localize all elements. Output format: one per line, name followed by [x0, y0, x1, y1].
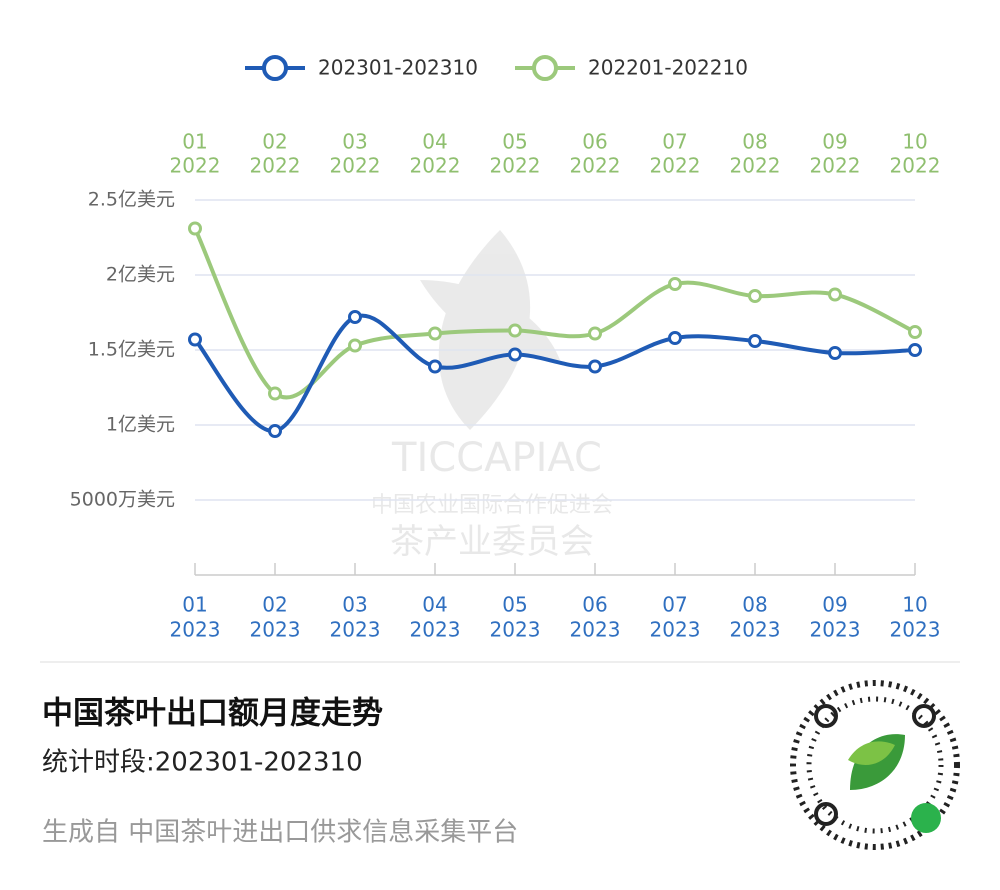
- qr-code[interactable]: [790, 680, 960, 850]
- data-point: [748, 334, 762, 348]
- x2-tick-label: 03: [342, 130, 367, 154]
- x2-tick-label: 2022: [730, 154, 781, 178]
- x-tick-label: 2023: [570, 618, 621, 642]
- chart: 5000万美元1亿美元1.5亿美元2亿美元2.5亿美元0120230220230…: [70, 55, 941, 642]
- x-tick-label: 06: [582, 593, 607, 617]
- data-point: [668, 277, 682, 291]
- x2-tick-label: 2022: [490, 154, 541, 178]
- series-line: [193, 227, 916, 400]
- x2-tick-label: 2022: [250, 154, 301, 178]
- y-tick-label: 2.5亿美元: [88, 189, 175, 211]
- qr-ring: [806, 696, 944, 834]
- data-point: [588, 359, 602, 374]
- data-point: [348, 338, 362, 353]
- data-point: [508, 323, 522, 338]
- y-tick-label: 5000万美元: [70, 489, 175, 511]
- data-point: [428, 359, 442, 374]
- x2-tick-label: 2022: [170, 154, 221, 178]
- series-line: [193, 313, 916, 433]
- x2-tick-label: 2022: [410, 154, 461, 178]
- x-tick-label: 08: [742, 593, 767, 617]
- legend-marker[interactable]: [262, 55, 288, 81]
- x-tick-label: 05: [502, 593, 527, 617]
- x-tick-label: 04: [422, 593, 447, 617]
- x2-tick-label: 2022: [890, 154, 941, 178]
- qr-badge: [911, 803, 941, 833]
- x2-tick-label: 2022: [810, 154, 861, 178]
- x-tick-label: 01: [182, 593, 207, 617]
- x-tick-label: 2023: [730, 618, 781, 642]
- watermark-text: 茶产业委员会: [390, 522, 594, 562]
- data-point: [508, 347, 522, 362]
- data-point: [188, 332, 202, 347]
- x2-tick-label: 01: [182, 130, 207, 154]
- y-tick-label: 1亿美元: [106, 414, 175, 436]
- footer-source: 生成自 中国茶叶进出口供求信息采集平台: [42, 818, 518, 848]
- footer-title: 中国茶叶出口额月度走势: [42, 696, 383, 732]
- qr-eye: [912, 704, 936, 728]
- x2-tick-label: 2022: [650, 154, 701, 178]
- x2-tick-label: 05: [502, 130, 527, 154]
- qr-eye: [814, 704, 838, 728]
- qr-logo: [848, 741, 895, 765]
- x-tick-label: 02: [262, 593, 287, 617]
- data-point: [268, 424, 282, 438]
- x-tick-label: 09: [822, 593, 847, 617]
- x-tick-label: 2023: [170, 618, 221, 642]
- x-tick-label: 07: [662, 593, 687, 617]
- x2-tick-label: 02: [262, 130, 287, 154]
- x2-tick-label: 2022: [570, 154, 621, 178]
- y-tick-label: 2亿美元: [106, 264, 175, 286]
- data-point: [748, 289, 762, 303]
- data-point: [268, 386, 282, 401]
- x-tick-label: 2023: [490, 618, 541, 642]
- x-tick-label: 10: [902, 593, 927, 617]
- x-tick-label: 2023: [650, 618, 701, 642]
- x-tick-label: 2023: [890, 618, 941, 642]
- data-point: [908, 343, 922, 357]
- watermark-leaf: [420, 280, 560, 360]
- data-point: [588, 326, 602, 341]
- watermark-text: 中国农业国际合作促进会: [371, 493, 613, 518]
- data-point: [428, 326, 442, 341]
- x2-tick-label: 2022: [330, 154, 381, 178]
- legend-label[interactable]: 202201-202210: [588, 56, 748, 80]
- x2-tick-label: 08: [742, 130, 767, 154]
- legend-label[interactable]: 202301-202310: [318, 56, 478, 80]
- x2-tick-label: 10: [902, 130, 927, 154]
- x2-tick-label: 07: [662, 130, 687, 154]
- x-tick-label: 2023: [410, 618, 461, 642]
- legend-marker[interactable]: [532, 55, 558, 81]
- x2-tick-label: 09: [822, 130, 847, 154]
- x-tick-label: 2023: [330, 618, 381, 642]
- x-tick-label: 2023: [250, 618, 301, 642]
- y-tick-label: 1.5亿美元: [88, 339, 175, 361]
- x2-tick-label: 06: [582, 130, 607, 154]
- x2-tick-label: 04: [422, 130, 447, 154]
- data-point: [908, 325, 922, 339]
- x-tick-label: 2023: [810, 618, 861, 642]
- watermark-text: TICCAPIAC: [391, 435, 602, 481]
- data-point: [348, 310, 362, 324]
- qr-eye: [814, 802, 838, 826]
- data-point: [188, 221, 202, 236]
- x-tick-label: 03: [342, 593, 367, 617]
- data-point: [828, 346, 842, 360]
- footer-subtitle: 统计时段:202301-202310: [42, 748, 363, 778]
- data-point: [668, 331, 682, 345]
- data-point: [828, 287, 842, 302]
